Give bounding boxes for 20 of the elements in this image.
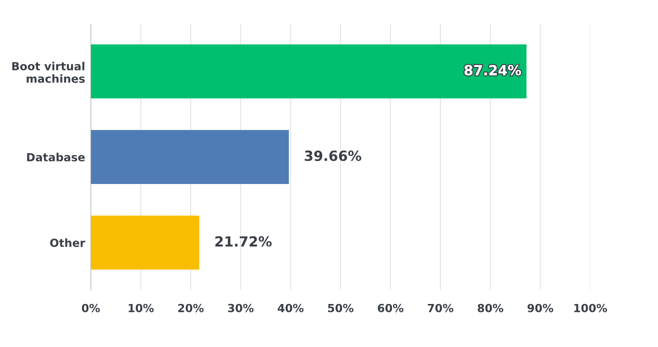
data-label: 21.72% xyxy=(215,236,272,247)
x-tick-label: 40% xyxy=(278,304,304,312)
y-tick-label: Boot virtual machines xyxy=(12,62,85,83)
y-tick-label: Other xyxy=(50,238,86,248)
data-label: 87.24% xyxy=(464,64,522,76)
x-tick-label: 10% xyxy=(128,304,154,312)
x-tick-label: 50% xyxy=(328,304,354,312)
x-tick-label: 70% xyxy=(428,304,454,312)
x-tick-label: 20% xyxy=(178,304,204,312)
x-tick-label: 100% xyxy=(574,304,608,312)
bar xyxy=(90,130,289,184)
x-tick-label: 30% xyxy=(228,304,254,312)
x-tick-label: 60% xyxy=(378,304,404,312)
x-tick-label: 80% xyxy=(478,304,504,312)
bar xyxy=(90,216,200,270)
x-tick-label: 0% xyxy=(82,304,100,312)
bar xyxy=(90,44,526,98)
y-tick-label: Database xyxy=(27,152,85,162)
data-label: 39.66% xyxy=(304,150,362,162)
x-tick-label: 90% xyxy=(528,304,554,312)
